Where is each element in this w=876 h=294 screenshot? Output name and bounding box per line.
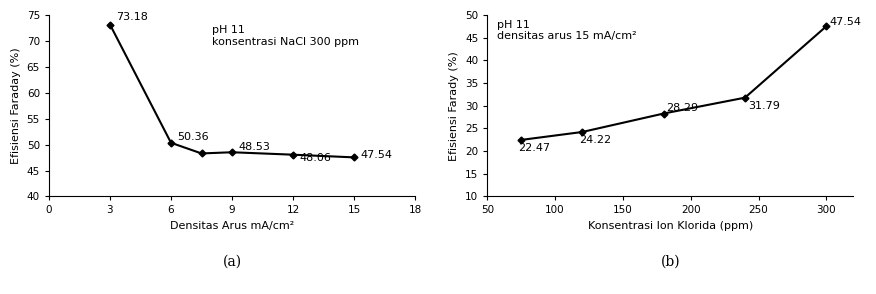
Y-axis label: Efisiensi Farady (%): Efisiensi Farady (%) — [449, 51, 460, 161]
Text: 24.22: 24.22 — [580, 135, 611, 145]
Text: (a): (a) — [223, 255, 242, 268]
X-axis label: Densitas Arus mA/cm²: Densitas Arus mA/cm² — [170, 221, 294, 231]
Text: pH 11
konsentrasi NaCl 300 ppm: pH 11 konsentrasi NaCl 300 ppm — [212, 26, 358, 47]
Text: 22.47: 22.47 — [519, 143, 551, 153]
Y-axis label: Efisiensi Faraday (%): Efisiensi Faraday (%) — [11, 47, 21, 164]
Text: pH 11
densitas arus 15 mA/cm²: pH 11 densitas arus 15 mA/cm² — [497, 20, 637, 41]
Text: 47.54: 47.54 — [360, 150, 392, 160]
Text: 28.29: 28.29 — [667, 103, 698, 113]
Text: 73.18: 73.18 — [117, 12, 148, 22]
Text: 48.06: 48.06 — [299, 153, 331, 163]
X-axis label: Konsentrasi Ion Klorida (ppm): Konsentrasi Ion Klorida (ppm) — [588, 221, 753, 231]
Text: 31.79: 31.79 — [748, 101, 780, 111]
Text: 48.53: 48.53 — [238, 142, 270, 152]
Text: 50.36: 50.36 — [177, 132, 208, 142]
Text: (b): (b) — [661, 255, 680, 268]
Text: 47.54: 47.54 — [829, 17, 861, 27]
